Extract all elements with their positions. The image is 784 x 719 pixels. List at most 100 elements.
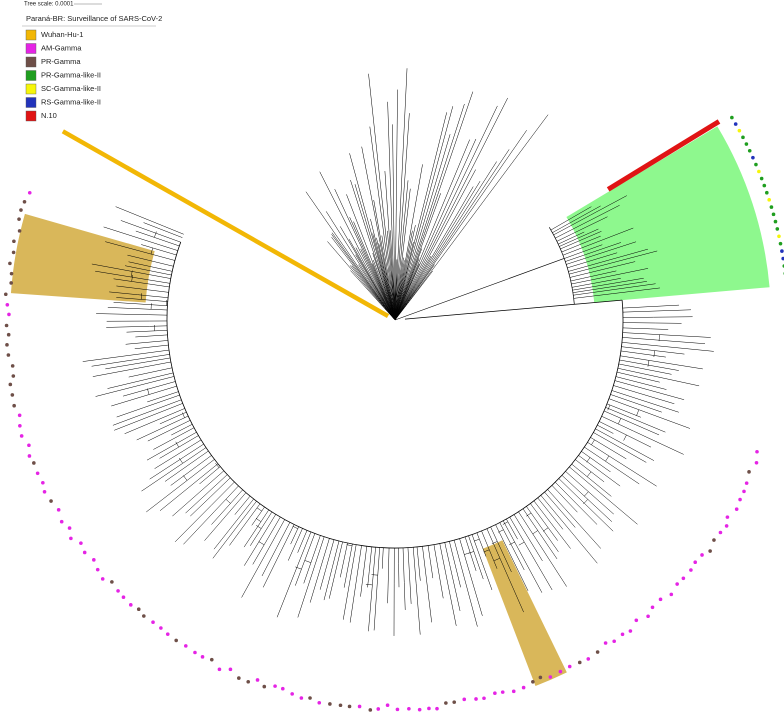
tip-dot — [357, 704, 362, 709]
branch — [452, 554, 461, 588]
branch — [582, 270, 617, 279]
branch — [591, 241, 637, 257]
tip-dot — [67, 526, 72, 530]
branch — [603, 410, 621, 419]
tip-dot — [110, 580, 114, 584]
branch — [468, 568, 483, 616]
branch — [619, 359, 642, 365]
branch — [145, 357, 171, 363]
branch — [587, 499, 613, 522]
branch — [137, 272, 171, 279]
branch — [135, 230, 155, 238]
branch — [166, 241, 624, 549]
tip-dot — [733, 122, 738, 126]
branch — [518, 511, 537, 540]
tip-dot — [5, 302, 10, 307]
branch — [390, 230, 396, 321]
tip-dot — [35, 471, 40, 476]
branch — [560, 243, 574, 250]
legend-swatch — [25, 29, 37, 41]
tip-dot — [347, 704, 352, 709]
branch — [331, 540, 340, 568]
tip-dot — [725, 515, 730, 519]
branch — [183, 511, 215, 545]
branch — [182, 443, 204, 458]
branch — [147, 392, 175, 403]
branch — [407, 547, 410, 570]
branch — [147, 421, 188, 442]
branch — [342, 572, 352, 620]
tip-dot — [299, 696, 304, 700]
branch — [350, 270, 396, 321]
branch — [620, 350, 638, 354]
branch — [381, 547, 384, 569]
branch — [559, 243, 567, 247]
tip-dot — [482, 696, 486, 701]
branch — [190, 496, 211, 517]
branch — [642, 422, 666, 433]
branch — [556, 234, 572, 242]
tip-dot — [174, 638, 178, 643]
branch — [575, 244, 603, 255]
branch — [365, 584, 373, 586]
branch — [659, 339, 706, 344]
tip-dot — [744, 142, 749, 146]
tip-dot — [757, 169, 761, 174]
branch — [362, 546, 368, 577]
branch — [394, 139, 470, 321]
branch — [180, 427, 195, 436]
branch — [594, 439, 627, 460]
branch — [412, 547, 417, 584]
legend: Wuhan-Hu-1 AM-Gamma PR-Gamma PR-Gamma-like-… — [25, 29, 101, 122]
branch — [567, 261, 588, 269]
branch — [439, 543, 446, 573]
branch — [610, 250, 658, 264]
branch — [157, 399, 182, 409]
branch — [483, 549, 490, 553]
branch — [177, 235, 183, 238]
branch — [304, 560, 312, 563]
branch — [339, 552, 346, 578]
branch — [159, 446, 179, 459]
branch — [449, 541, 453, 555]
branch — [581, 451, 591, 458]
branch — [151, 376, 175, 383]
branch — [571, 281, 602, 288]
branch — [618, 418, 622, 424]
branch — [378, 243, 396, 321]
branch — [578, 455, 581, 457]
tip-dot — [781, 256, 784, 261]
branch — [154, 446, 191, 469]
branch — [489, 549, 498, 569]
branch — [558, 241, 563, 245]
tip-dot — [538, 675, 543, 680]
tip-dot — [689, 568, 693, 572]
tip-dot — [82, 550, 87, 555]
branch — [113, 278, 132, 282]
tip-dot — [493, 691, 497, 696]
branch — [126, 330, 155, 333]
branch — [584, 446, 591, 452]
branch — [331, 232, 396, 321]
branch — [109, 291, 138, 295]
tip-dot — [22, 200, 27, 204]
branch — [345, 542, 348, 553]
tip-dot — [744, 481, 749, 485]
tip-dot — [308, 696, 312, 700]
branch — [590, 451, 640, 485]
branch — [408, 569, 412, 604]
branch — [622, 327, 651, 330]
branch — [394, 161, 497, 321]
branch — [261, 511, 273, 529]
branch — [566, 255, 593, 265]
branch — [473, 538, 480, 542]
branch — [533, 500, 548, 519]
branch — [251, 510, 262, 526]
branch — [555, 482, 577, 504]
legend-label: SC-Gamma-like-II — [41, 84, 101, 93]
branch — [526, 512, 532, 517]
branch — [620, 418, 660, 436]
legend-swatch — [25, 83, 37, 95]
branch — [170, 466, 197, 486]
branch — [301, 533, 316, 570]
